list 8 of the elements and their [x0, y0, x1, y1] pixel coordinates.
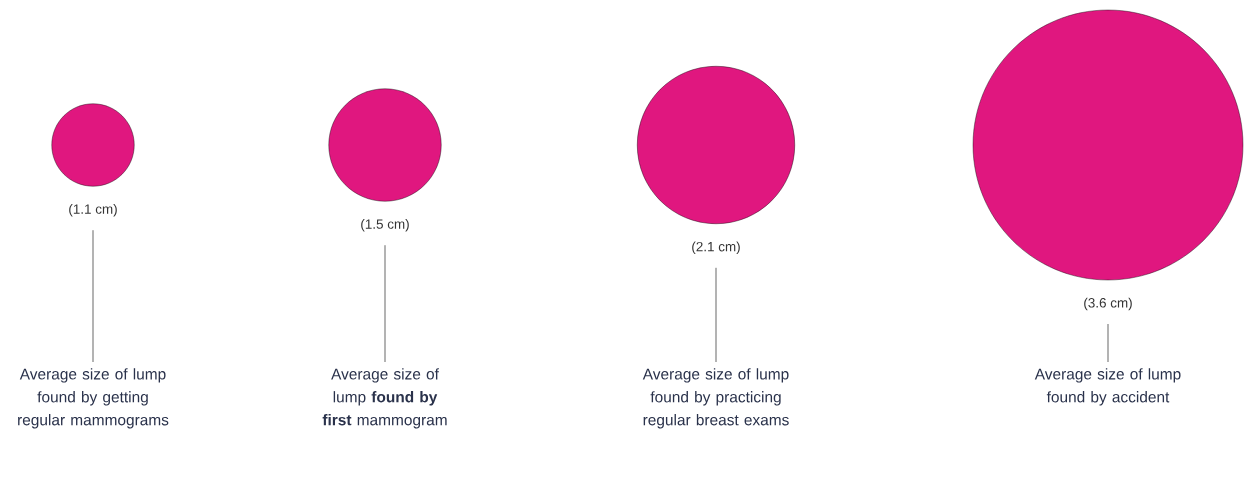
category-label: Average size of lump found by practicing regular breast exams — [642, 368, 789, 429]
data-label: (3.6 cm) — [1084, 297, 1132, 311]
data-label: (2.1 cm) — [692, 241, 740, 255]
data-label: (1.1 cm) — [69, 203, 117, 217]
category-label: Average size of lump found by getting regular mammograms — [18, 368, 169, 429]
category-label: Average size of lump found by accident — [1034, 368, 1181, 406]
category-label: Average size of lump found by first mammogram — [322, 368, 447, 429]
data-label: (1.5 cm) — [361, 218, 409, 232]
